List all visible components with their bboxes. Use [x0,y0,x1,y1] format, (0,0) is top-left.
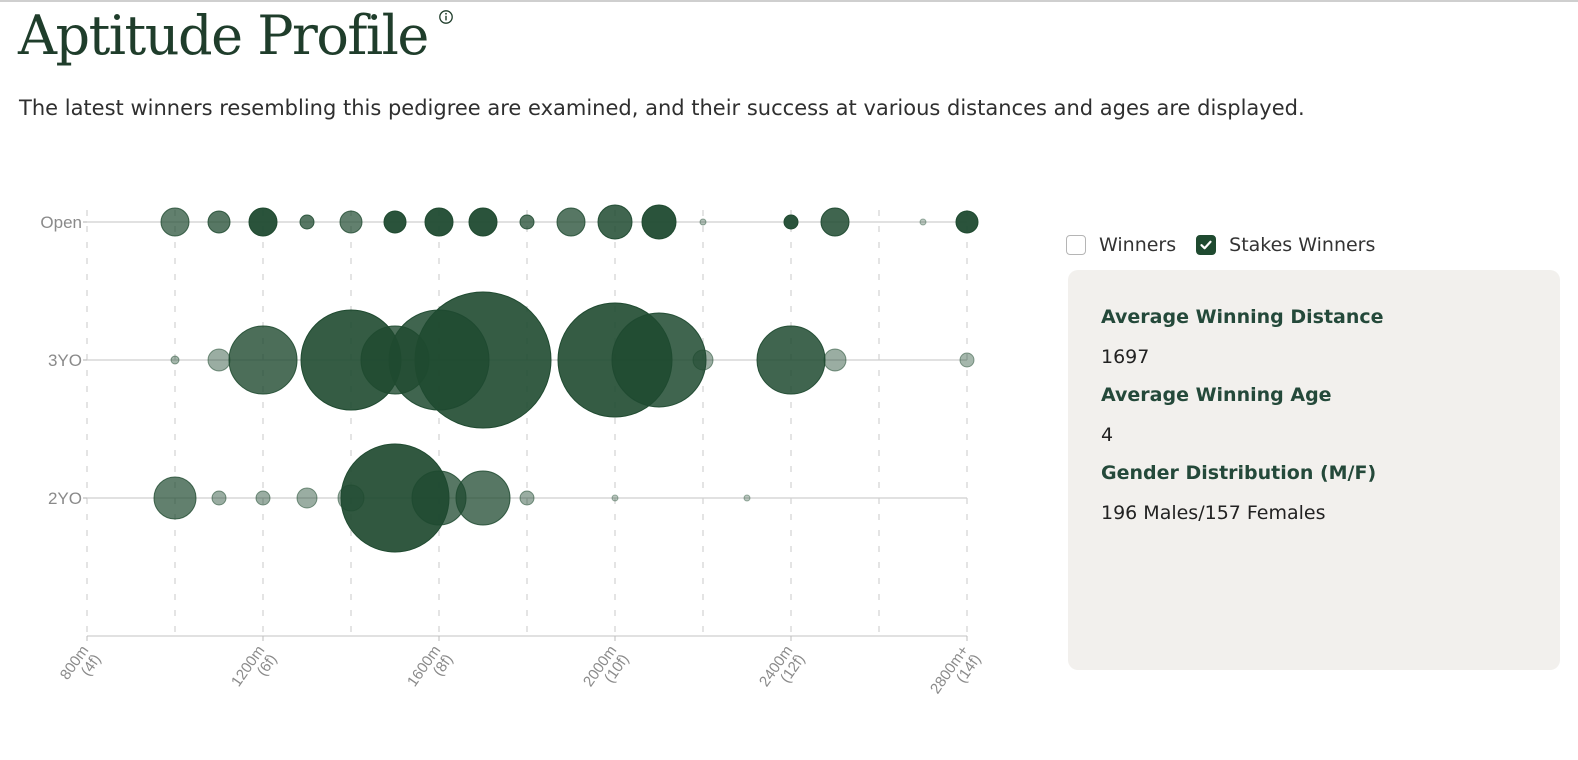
gender-distribution-value: 196 Males/157 Females [1101,502,1326,524]
bubble-point [153,476,197,520]
legend-winners-toggle[interactable]: Winners [1066,234,1176,256]
bubble-point [519,490,535,506]
x-tick-label: 1600m(8f) [404,643,457,690]
bubble-point [692,349,714,371]
legend-winners-label: Winners [1099,234,1177,256]
bubble-point [955,210,979,234]
bubble-point [959,352,975,368]
info-icon[interactable] [438,9,454,25]
row-label: 3YO [48,351,82,370]
bubble-point [339,210,363,234]
bubble-point [743,494,751,502]
summary-panel: Average Winning Distance 1697 Average Wi… [1068,270,1560,670]
top-divider [0,0,1578,2]
aptitude-bubble-chart: Open 3YO 2YO 800m(4f) 1200m(6f) 1600m(8f) 2000… [40,204,985,697]
bubble-point [919,218,927,226]
bubble-point [424,207,454,237]
x-tick-label: 2000m(10f) [580,643,633,690]
bubble-point [207,348,231,372]
avg-distance-value: 1697 [1101,346,1150,368]
page-title: Aptitude Profile [18,4,429,67]
legend-stakes-winners-label: Stakes Winners [1229,234,1376,256]
bubble-point [820,207,850,237]
row-label: Open [40,213,82,232]
bubble-point [611,494,619,502]
x-tick-label: 1200m(6f) [228,643,281,690]
bubble-point [211,490,227,506]
checkmark-icon [1200,240,1212,250]
bubble-point [170,355,180,365]
bubble-point [160,207,190,237]
bubble-point [383,210,407,234]
bubble-point [823,348,847,372]
bubble-point [699,218,707,226]
x-tick-label: 2400m(12f) [756,643,809,690]
bubble-point [641,204,677,240]
bubble-point [468,207,498,237]
avg-age-label: Average Winning Age [1101,384,1332,406]
x-tick-label: 2800m+(14f) [927,642,985,697]
row-label: 2YO [48,489,82,508]
bubble-point [337,484,365,512]
bubble-point [756,325,826,395]
winners-checkbox[interactable] [1066,235,1086,255]
x-tick-label: 800m(4f) [57,643,105,683]
bubble-point [248,207,278,237]
bubble-point [255,490,271,506]
bubble-point [360,325,430,395]
avg-age-value: 4 [1101,424,1114,446]
series-legend: Winners Stakes Winners [1066,234,1395,256]
legend-stakes-winners-toggle[interactable]: Stakes Winners [1196,234,1375,256]
bubble-point [783,214,799,230]
stakes-winners-checkbox[interactable] [1196,235,1217,255]
bubble-point [299,214,315,230]
avg-distance-label: Average Winning Distance [1101,306,1384,328]
bubble-point [519,214,535,230]
page-subtitle: The latest winners resembling this pedig… [19,96,1305,120]
bubble-point [296,487,318,509]
gender-distribution-label: Gender Distribution (M/F) [1101,462,1377,484]
bubble-point [556,207,586,237]
bubble-point [207,210,231,234]
bubble-point [455,470,511,526]
bubble-point [611,312,707,408]
bubble-point [228,325,298,395]
bubble-point [597,204,633,240]
